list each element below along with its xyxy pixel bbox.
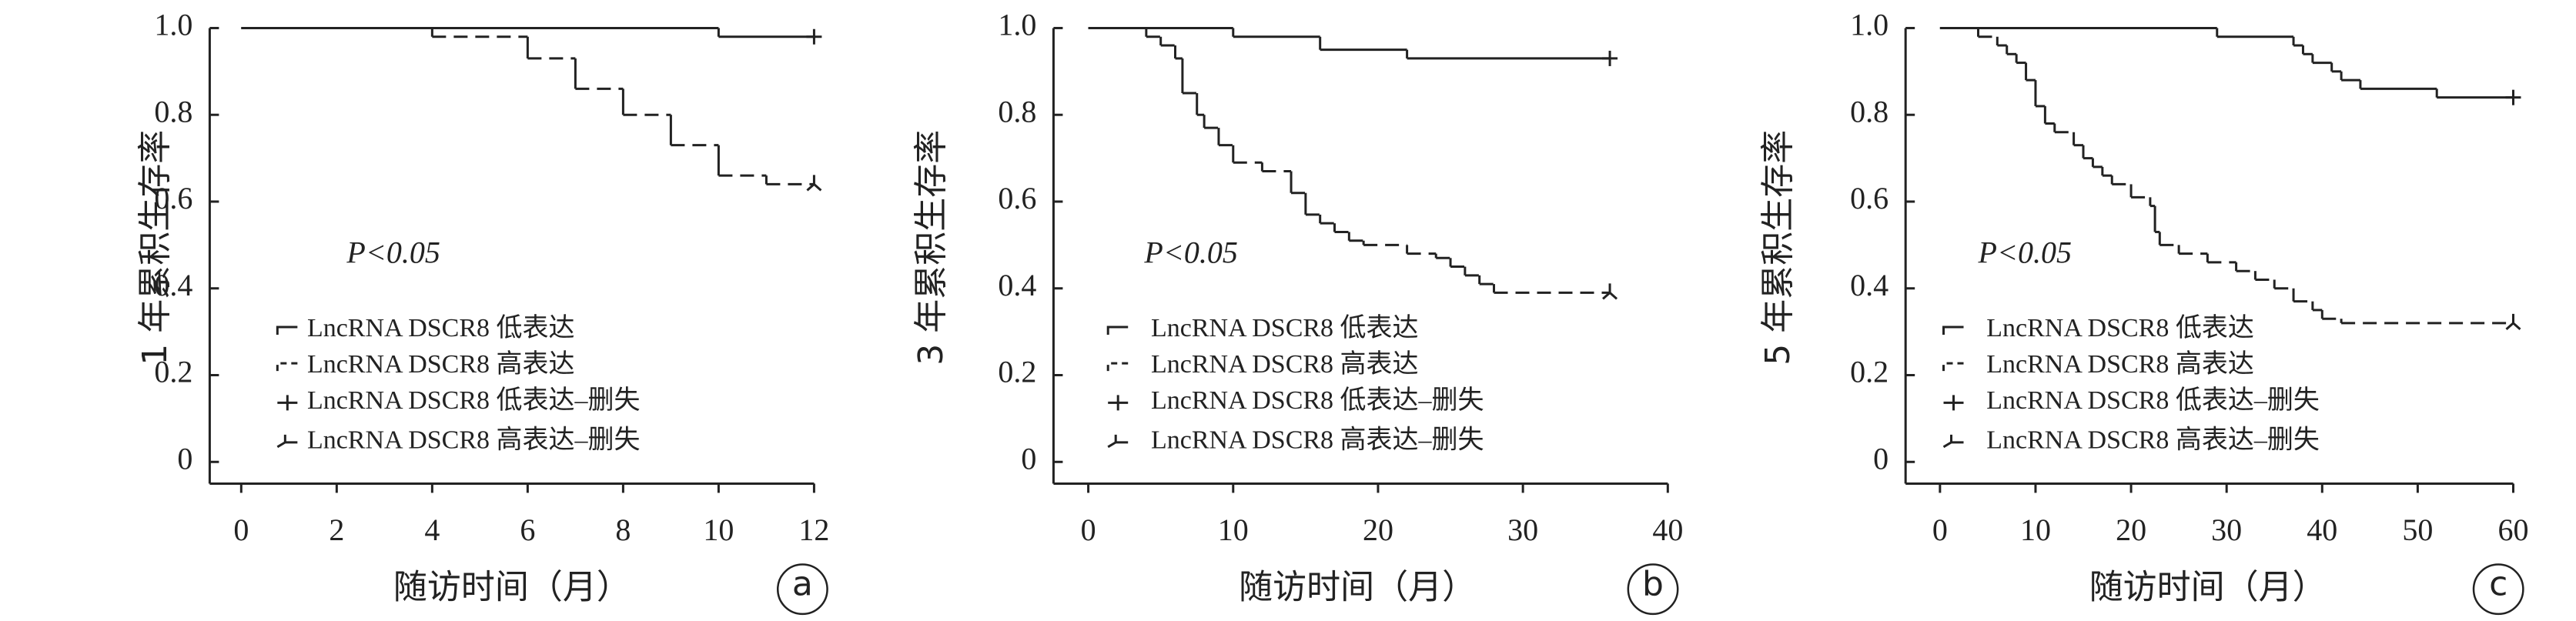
legend-symbol bbox=[1943, 395, 1964, 411]
y-tick-label: 1.0 bbox=[154, 8, 192, 42]
annotation: P<0.05 bbox=[346, 235, 440, 270]
y-tick-label: 0.8 bbox=[154, 94, 192, 129]
x-tick-label: 30 bbox=[1507, 512, 1538, 547]
x-axis-label: 随访时间（月） bbox=[393, 568, 631, 607]
y-tick-label: 0 bbox=[1021, 441, 1036, 476]
x-tick-label: 0 bbox=[1081, 512, 1096, 547]
x-tick-label: 12 bbox=[798, 512, 829, 547]
legend-symbol bbox=[1942, 434, 1964, 449]
panel-circle bbox=[2472, 563, 2524, 616]
panel-circle bbox=[776, 563, 828, 616]
panel-circle bbox=[1627, 563, 1679, 616]
censor-mark bbox=[806, 175, 822, 192]
y-tick-label: 0 bbox=[177, 441, 192, 476]
y-tick-label: 0.6 bbox=[998, 181, 1036, 215]
panel-label: b bbox=[1642, 564, 1664, 603]
x-tick-label: 20 bbox=[1363, 512, 1393, 547]
x-tick-label: 10 bbox=[2020, 512, 2051, 547]
y-tick-label: 0.2 bbox=[998, 355, 1036, 389]
censor-mark bbox=[2505, 313, 2521, 330]
y-tick-label: 0.4 bbox=[1850, 268, 1889, 302]
y-tick-label: 0.2 bbox=[1850, 355, 1889, 389]
y-tick-label: 1.0 bbox=[998, 8, 1036, 42]
legend-label: LncRNA DSCR8 低表达 bbox=[307, 313, 575, 342]
y-tick-label: 0.4 bbox=[154, 268, 192, 302]
x-tick-label: 4 bbox=[424, 512, 440, 547]
y-tick-label: 0.8 bbox=[1850, 94, 1889, 129]
legend-label: LncRNA DSCR8 低表达 bbox=[1986, 313, 2254, 342]
legend-label: LncRNA DSCR8 高表达–删失 bbox=[1986, 426, 2320, 455]
annotation: P<0.05 bbox=[1143, 235, 1237, 270]
legend-label: LncRNA DSCR8 低表达–删失 bbox=[1986, 386, 2320, 415]
panel-label: c bbox=[2489, 564, 2507, 603]
x-tick-label: 40 bbox=[2307, 512, 2337, 547]
legend-symbol bbox=[276, 434, 298, 449]
x-tick-label: 8 bbox=[615, 512, 631, 547]
y-tick-label: 0 bbox=[1873, 441, 1889, 476]
x-tick-label: 0 bbox=[233, 512, 249, 547]
legend-label: LncRNA DSCR8 高表达–删失 bbox=[307, 426, 641, 455]
legend-label: LncRNA DSCR8 低表达–删失 bbox=[307, 386, 641, 415]
x-axis-label: 随访时间（月） bbox=[2089, 568, 2327, 607]
x-tick-label: 10 bbox=[703, 512, 734, 547]
y-tick-label: 1.0 bbox=[1850, 8, 1889, 42]
y-axis-label: 5 年累积生存率 bbox=[1758, 130, 1798, 366]
legend-symbol bbox=[1107, 434, 1129, 449]
legend-symbol bbox=[1106, 362, 1129, 372]
y-tick-label: 0.8 bbox=[998, 94, 1036, 129]
panel-label: a bbox=[792, 564, 813, 603]
x-tick-label: 2 bbox=[329, 512, 344, 547]
y-axis-label: 3 年累积生存率 bbox=[912, 130, 951, 366]
legend-symbol bbox=[1942, 362, 1964, 372]
x-tick-label: 50 bbox=[2402, 512, 2433, 547]
legend-label: LncRNA DSCR8 低表达–删失 bbox=[1151, 386, 1484, 415]
y-tick-label: 0.2 bbox=[154, 355, 192, 389]
legend-label: LncRNA DSCR8 高表达–删失 bbox=[1151, 426, 1484, 455]
legend-symbol bbox=[277, 395, 298, 411]
y-tick-label: 0.4 bbox=[998, 268, 1036, 302]
legend-symbol bbox=[276, 362, 298, 372]
legend-label: LncRNA DSCR8 高表达 bbox=[1151, 349, 1419, 379]
y-tick-label: 0.6 bbox=[154, 181, 192, 215]
legend-label: LncRNA DSCR8 低表达 bbox=[1151, 313, 1419, 342]
y-axis-label: 1 年累积生存率 bbox=[135, 130, 175, 366]
legend-label: LncRNA DSCR8 高表达 bbox=[1986, 349, 2254, 379]
legend-symbol bbox=[1108, 395, 1129, 411]
x-axis-label: 随访时间（月） bbox=[1239, 568, 1476, 607]
legend-symbol bbox=[1942, 326, 1964, 335]
x-tick-label: 0 bbox=[1932, 512, 1948, 547]
x-tick-label: 40 bbox=[1652, 512, 1683, 547]
legend-symbol bbox=[1106, 326, 1129, 335]
x-tick-label: 20 bbox=[2116, 512, 2146, 547]
censor-mark bbox=[1602, 283, 1618, 300]
x-tick-label: 6 bbox=[520, 512, 535, 547]
x-tick-label: 10 bbox=[1218, 512, 1249, 547]
y-tick-label: 0.6 bbox=[1850, 181, 1889, 215]
x-tick-label: 30 bbox=[2211, 512, 2242, 547]
annotation: P<0.05 bbox=[1978, 235, 2072, 270]
x-tick-label: 60 bbox=[2497, 512, 2528, 547]
legend-symbol bbox=[276, 326, 298, 335]
legend-label: LncRNA DSCR8 高表达 bbox=[307, 349, 575, 379]
